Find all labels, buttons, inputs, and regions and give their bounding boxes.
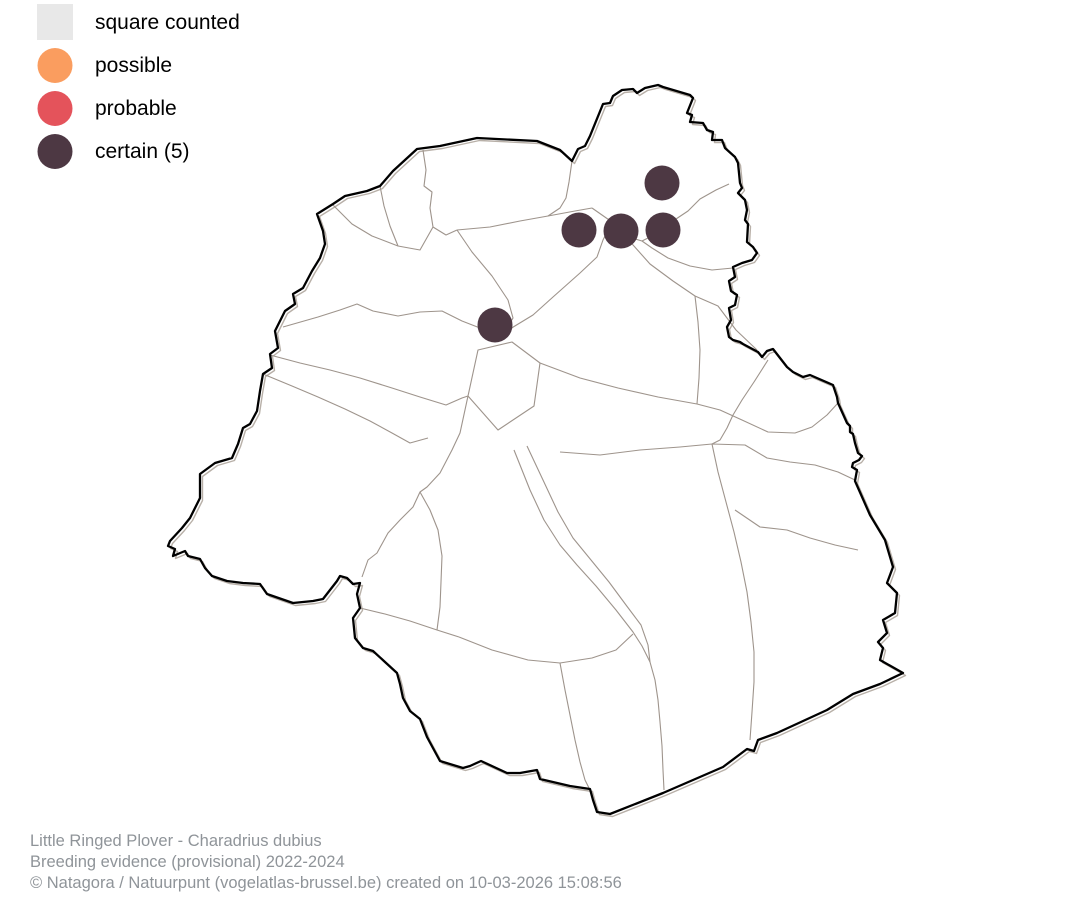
caption-credit: © Natagora / Natuurpunt (vogelatlas-brus… (30, 874, 622, 892)
legend-item-probable: probable (37, 88, 240, 129)
certain-record-marker (644, 165, 680, 201)
certain-record-marker (477, 307, 513, 343)
counted-squares-outline (169, 86, 907, 818)
caption-species: Little Ringed Plover - Charadrius dubius (30, 832, 322, 850)
certain-marker-icon (37, 134, 73, 169)
certain-record-markers (477, 165, 681, 343)
legend: square counted possible probable certain… (37, 2, 240, 172)
certain-record-marker (645, 212, 681, 248)
municipality-borders (262, 149, 859, 791)
region-boundary (166, 83, 905, 816)
legend-item-square-counted: square counted (37, 2, 240, 43)
certain-record-marker (603, 213, 639, 249)
square-counted-swatch (37, 4, 73, 40)
legend-item-possible: possible (37, 45, 240, 86)
legend-label-probable: probable (95, 97, 177, 120)
probable-marker-icon (37, 91, 73, 126)
possible-marker-icon (37, 48, 73, 83)
map-caption: Little Ringed Plover - Charadrius dubius… (30, 831, 622, 894)
caption-subtitle: Breeding evidence (provisional) 2022-202… (30, 853, 345, 871)
legend-label-square-counted: square counted (95, 11, 240, 34)
legend-label-possible: possible (95, 54, 173, 77)
legend-label-certain: certain (5) (95, 140, 190, 163)
certain-record-marker (561, 212, 597, 248)
legend-item-certain: certain (5) (37, 131, 240, 172)
